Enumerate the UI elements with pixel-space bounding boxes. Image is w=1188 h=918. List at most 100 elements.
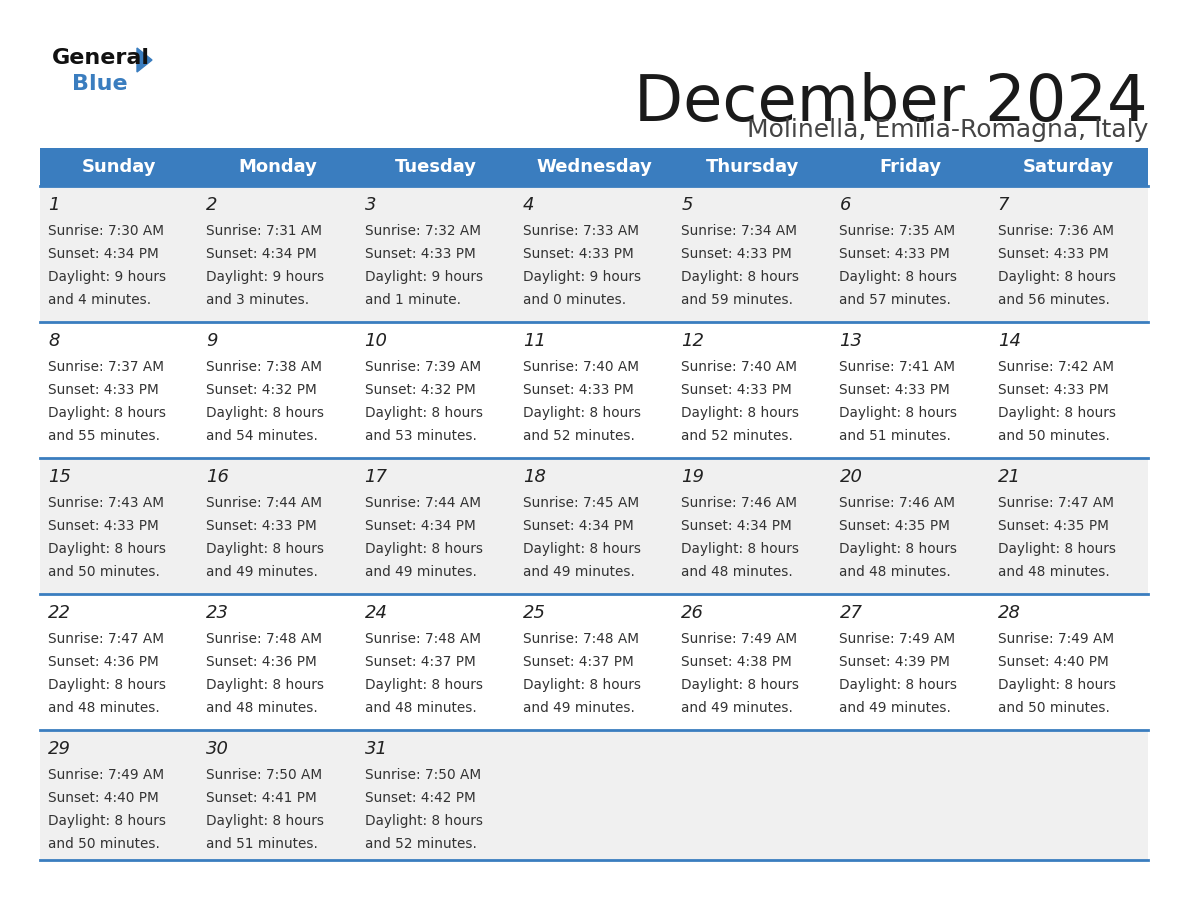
Text: Sunset: 4:33 PM: Sunset: 4:33 PM	[207, 519, 317, 533]
Text: and 49 minutes.: and 49 minutes.	[523, 701, 634, 715]
Text: Daylight: 8 hours: Daylight: 8 hours	[681, 678, 800, 692]
Bar	[674, 322, 832, 458]
Bar	[514, 458, 674, 594]
Text: Blue: Blue	[72, 74, 127, 94]
Text: Sunrise: 7:31 AM: Sunrise: 7:31 AM	[207, 224, 322, 238]
Text: December 2024: December 2024	[634, 72, 1148, 134]
Text: and 57 minutes.: and 57 minutes.	[840, 293, 952, 307]
Text: 17: 17	[365, 468, 387, 486]
Text: Sunset: 4:40 PM: Sunset: 4:40 PM	[998, 655, 1108, 669]
Text: and 55 minutes.: and 55 minutes.	[48, 429, 160, 443]
Text: and 51 minutes.: and 51 minutes.	[207, 837, 318, 851]
Text: and 48 minutes.: and 48 minutes.	[365, 701, 476, 715]
Text: 30: 30	[207, 740, 229, 758]
Text: and 48 minutes.: and 48 minutes.	[998, 565, 1110, 579]
Bar	[198, 730, 356, 860]
Bar	[40, 730, 198, 860]
Text: Sunrise: 7:41 AM: Sunrise: 7:41 AM	[840, 360, 955, 374]
Text: Daylight: 8 hours: Daylight: 8 hours	[365, 678, 482, 692]
Bar	[990, 458, 1148, 594]
Text: 28: 28	[998, 604, 1020, 622]
Bar	[40, 594, 198, 730]
Text: Sunset: 4:41 PM: Sunset: 4:41 PM	[207, 791, 317, 805]
Text: General: General	[52, 48, 150, 68]
Text: Sunrise: 7:48 AM: Sunrise: 7:48 AM	[365, 632, 481, 646]
Text: Daylight: 8 hours: Daylight: 8 hours	[48, 814, 166, 828]
Text: Daylight: 8 hours: Daylight: 8 hours	[840, 678, 958, 692]
Text: 18: 18	[523, 468, 545, 486]
Text: Daylight: 8 hours: Daylight: 8 hours	[523, 542, 640, 556]
Bar	[674, 186, 832, 322]
Text: Sunset: 4:37 PM: Sunset: 4:37 PM	[523, 655, 633, 669]
Text: 27: 27	[840, 604, 862, 622]
Text: Sunrise: 7:34 AM: Sunrise: 7:34 AM	[681, 224, 797, 238]
Text: 31: 31	[365, 740, 387, 758]
Text: Friday: Friday	[879, 158, 942, 176]
Text: 5: 5	[681, 196, 693, 214]
Text: Molinella, Emilia-Romagna, Italy: Molinella, Emilia-Romagna, Italy	[746, 118, 1148, 142]
Text: and 52 minutes.: and 52 minutes.	[365, 837, 476, 851]
Text: Sunset: 4:33 PM: Sunset: 4:33 PM	[998, 383, 1108, 397]
Text: and 50 minutes.: and 50 minutes.	[998, 701, 1110, 715]
Text: Daylight: 9 hours: Daylight: 9 hours	[365, 270, 482, 284]
Text: Sunset: 4:33 PM: Sunset: 4:33 PM	[523, 383, 633, 397]
Text: Sunset: 4:33 PM: Sunset: 4:33 PM	[681, 383, 792, 397]
Text: and 48 minutes.: and 48 minutes.	[207, 701, 318, 715]
Text: Sunset: 4:39 PM: Sunset: 4:39 PM	[840, 655, 950, 669]
Bar	[832, 186, 990, 322]
Text: and 53 minutes.: and 53 minutes.	[365, 429, 476, 443]
Text: 26: 26	[681, 604, 704, 622]
Text: Sunset: 4:35 PM: Sunset: 4:35 PM	[840, 519, 950, 533]
Text: Daylight: 8 hours: Daylight: 8 hours	[840, 542, 958, 556]
Text: and 50 minutes.: and 50 minutes.	[48, 565, 160, 579]
Bar	[198, 458, 356, 594]
Text: Daylight: 8 hours: Daylight: 8 hours	[365, 406, 482, 420]
Text: Sunrise: 7:46 AM: Sunrise: 7:46 AM	[840, 496, 955, 510]
Text: 21: 21	[998, 468, 1020, 486]
Text: Sunset: 4:33 PM: Sunset: 4:33 PM	[365, 247, 475, 261]
Text: and 52 minutes.: and 52 minutes.	[681, 429, 794, 443]
Text: Daylight: 8 hours: Daylight: 8 hours	[207, 542, 324, 556]
Bar	[832, 594, 990, 730]
Text: Daylight: 8 hours: Daylight: 8 hours	[998, 542, 1116, 556]
Text: Sunrise: 7:38 AM: Sunrise: 7:38 AM	[207, 360, 322, 374]
Text: 20: 20	[840, 468, 862, 486]
Text: Saturday: Saturday	[1023, 158, 1114, 176]
Text: Sunset: 4:33 PM: Sunset: 4:33 PM	[48, 383, 159, 397]
Text: Sunset: 4:34 PM: Sunset: 4:34 PM	[48, 247, 159, 261]
Text: 4: 4	[523, 196, 535, 214]
Text: Daylight: 8 hours: Daylight: 8 hours	[681, 270, 800, 284]
Bar	[514, 594, 674, 730]
Text: Daylight: 8 hours: Daylight: 8 hours	[48, 406, 166, 420]
Text: Sunrise: 7:50 AM: Sunrise: 7:50 AM	[365, 768, 481, 782]
Text: Sunrise: 7:37 AM: Sunrise: 7:37 AM	[48, 360, 164, 374]
Text: Sunset: 4:35 PM: Sunset: 4:35 PM	[998, 519, 1108, 533]
Text: Sunrise: 7:40 AM: Sunrise: 7:40 AM	[681, 360, 797, 374]
Text: Monday: Monday	[238, 158, 317, 176]
Text: Daylight: 8 hours: Daylight: 8 hours	[840, 270, 958, 284]
Text: and 50 minutes.: and 50 minutes.	[998, 429, 1110, 443]
Text: 29: 29	[48, 740, 71, 758]
Polygon shape	[137, 48, 152, 72]
Text: Sunrise: 7:49 AM: Sunrise: 7:49 AM	[48, 768, 164, 782]
Text: 19: 19	[681, 468, 704, 486]
Text: Sunset: 4:33 PM: Sunset: 4:33 PM	[998, 247, 1108, 261]
Text: Sunrise: 7:47 AM: Sunrise: 7:47 AM	[48, 632, 164, 646]
Text: 22: 22	[48, 604, 71, 622]
Text: 16: 16	[207, 468, 229, 486]
Text: 24: 24	[365, 604, 387, 622]
Bar	[674, 594, 832, 730]
Bar	[514, 186, 674, 322]
Text: Daylight: 8 hours: Daylight: 8 hours	[998, 678, 1116, 692]
Bar	[356, 730, 514, 860]
Bar	[198, 594, 356, 730]
Text: Daylight: 8 hours: Daylight: 8 hours	[840, 406, 958, 420]
Text: Sunrise: 7:49 AM: Sunrise: 7:49 AM	[840, 632, 955, 646]
Bar	[40, 322, 198, 458]
Text: Sunrise: 7:46 AM: Sunrise: 7:46 AM	[681, 496, 797, 510]
Text: Sunrise: 7:40 AM: Sunrise: 7:40 AM	[523, 360, 639, 374]
Text: Sunset: 4:40 PM: Sunset: 4:40 PM	[48, 791, 159, 805]
Bar	[674, 730, 832, 860]
Text: 15: 15	[48, 468, 71, 486]
Text: Sunset: 4:36 PM: Sunset: 4:36 PM	[207, 655, 317, 669]
